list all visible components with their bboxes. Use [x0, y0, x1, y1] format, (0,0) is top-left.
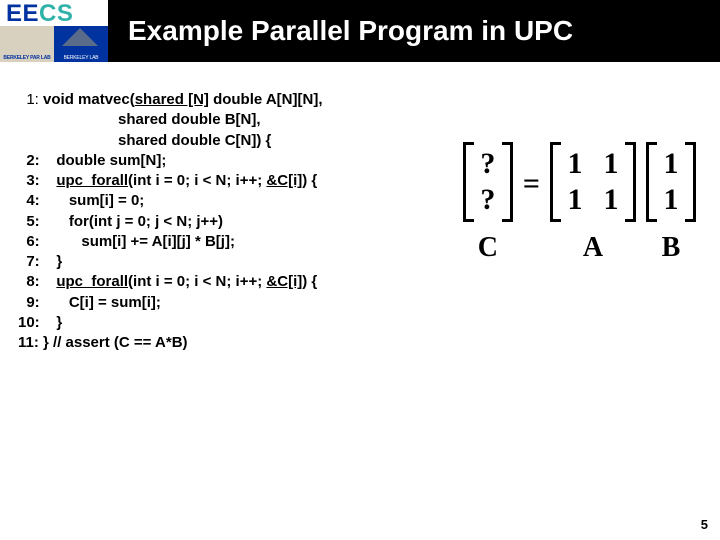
logo-block: EECS BERKELEY PAR LAB BERKELEY LAB — [0, 0, 108, 62]
bracket-right-icon — [686, 142, 696, 222]
matrix-cell: ? — [479, 182, 497, 218]
matrix-c-wrap: ? ? C — [463, 142, 513, 264]
matrix-cell: 1 — [662, 146, 680, 182]
matrix-cell: 1 — [566, 182, 584, 218]
logo-bottom: BERKELEY PAR LAB BERKELEY LAB — [0, 26, 108, 62]
matrix-cell: 1 — [602, 182, 620, 218]
berklab-label: BERKELEY LAB — [64, 55, 99, 62]
code-line-10: 10: } — [18, 313, 720, 333]
matrix-label-c: C — [478, 232, 498, 264]
matrix-label-a: A — [583, 232, 603, 264]
header-bar: EECS BERKELEY PAR LAB BERKELEY LAB Examp… — [0, 0, 720, 62]
building-icon — [62, 28, 98, 48]
content-area: 1: void matvec(shared [N] double A[N][N]… — [0, 62, 720, 353]
equals-sign: = — [523, 167, 540, 201]
code-line-1b: shared double B[N], — [18, 110, 720, 130]
slide-title: Example Parallel Program in UPC — [108, 15, 573, 47]
math-equation: ? ? C = 1 1 1 1 — [463, 142, 696, 264]
code-line-8: 8: upc_forall(int i = 0; i < N; i++; &C[… — [18, 272, 720, 292]
code-line-11: 11: } // assert (C == A*B) — [18, 333, 720, 353]
page-number: 5 — [701, 517, 708, 532]
code-line-9: 9: C[i] = sum[i]; — [18, 293, 720, 313]
matrix-b-wrap: 1 1 B — [646, 142, 696, 264]
parlab-icon: BERKELEY PAR LAB — [0, 26, 54, 62]
matrix-cell: ? — [479, 146, 497, 182]
matrix-a: 1 1 1 1 — [550, 142, 636, 222]
bracket-left-icon — [550, 142, 560, 222]
matrix-cell: 1 — [602, 146, 620, 182]
bracket-right-icon — [503, 142, 513, 222]
bracket-right-icon — [626, 142, 636, 222]
matrix-b: 1 1 — [646, 142, 696, 222]
code-line-1: 1: void matvec(shared [N] double A[N][N]… — [18, 90, 720, 110]
matrix-cell: 1 — [566, 146, 584, 182]
matrix-a-wrap: 1 1 1 1 A — [550, 142, 636, 264]
matrix-cell: 1 — [662, 182, 680, 218]
logo-cs: CS — [39, 0, 73, 27]
logo-ee: EE — [6, 0, 39, 27]
bracket-left-icon — [463, 142, 473, 222]
eecs-logo: EECS — [0, 0, 108, 26]
parlab-label: BERKELEY PAR LAB — [0, 55, 54, 61]
matrix-label-b: B — [662, 232, 681, 264]
berkeleylab-icon: BERKELEY LAB — [54, 26, 108, 62]
bracket-left-icon — [646, 142, 656, 222]
matrix-c: ? ? — [463, 142, 513, 222]
